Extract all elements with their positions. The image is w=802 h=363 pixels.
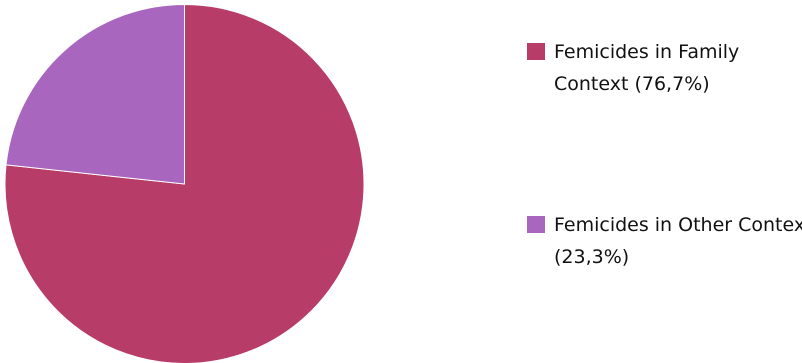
pie-slice-family-context: [4, 3, 365, 363]
pie-slice-other-context: [5, 3, 185, 185]
